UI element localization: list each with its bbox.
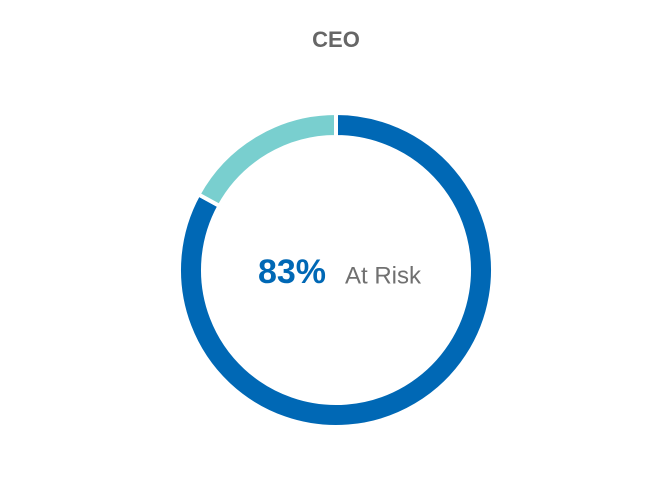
center-value: 83% bbox=[258, 253, 326, 291]
chart-title: CEO bbox=[312, 27, 360, 52]
center-label: At Risk bbox=[345, 262, 422, 289]
donut-segment bbox=[195, 110, 338, 209]
donut-segment bbox=[177, 110, 495, 429]
